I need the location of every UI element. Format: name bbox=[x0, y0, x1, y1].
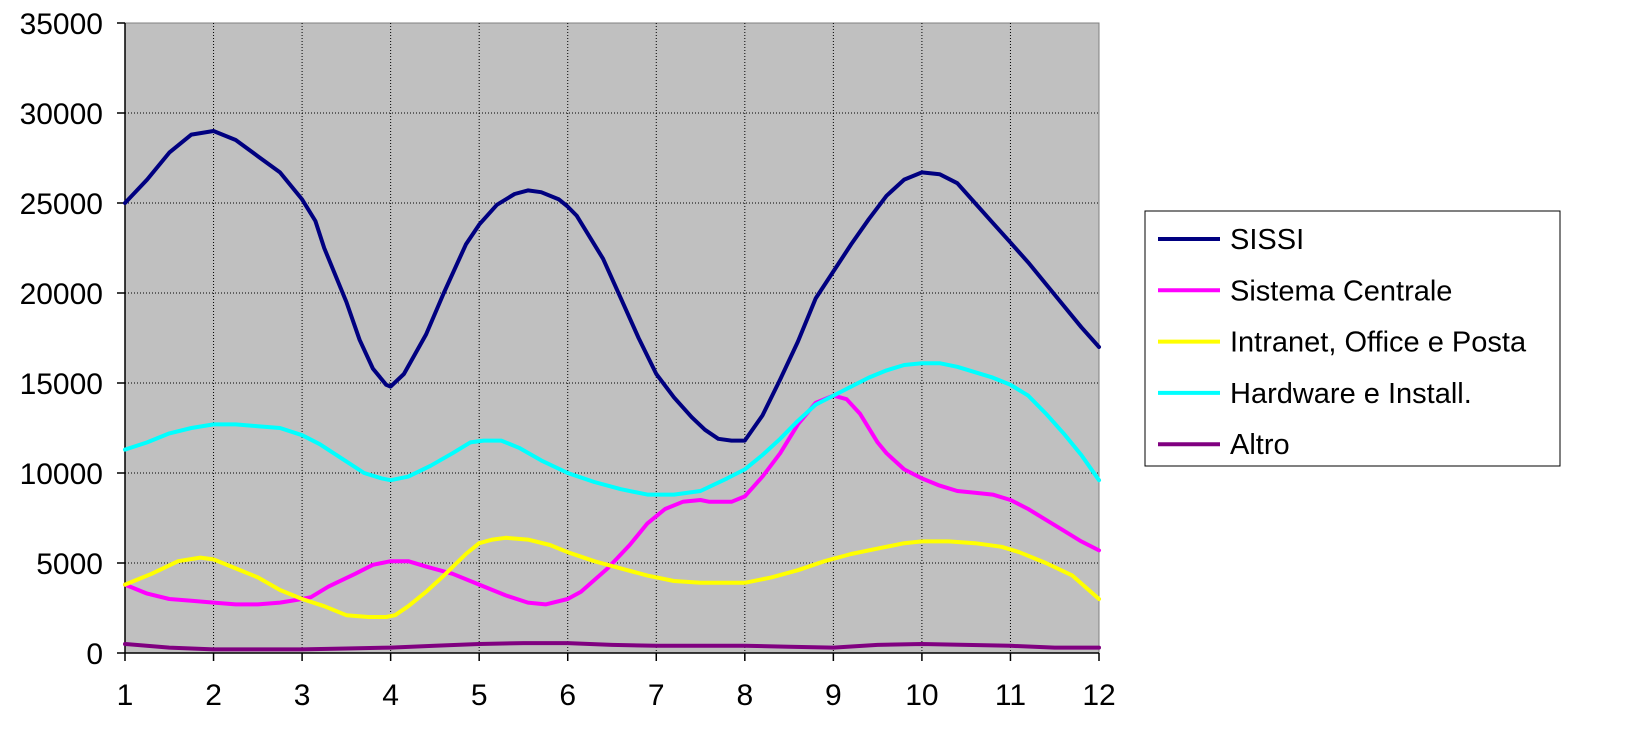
y-tick-label: 0 bbox=[86, 638, 103, 671]
x-tick-label: 2 bbox=[205, 679, 222, 712]
legend-label-intranet-office-e-posta: Intranet, Office e Posta bbox=[1230, 327, 1527, 359]
x-tick-label: 4 bbox=[382, 679, 399, 712]
x-tick-label: 5 bbox=[471, 679, 488, 712]
x-axis-ticks: 1 2 3 4 5 6 7 8 9 10 11 12 bbox=[117, 679, 1116, 712]
x-tick-label: 6 bbox=[559, 679, 576, 712]
x-tick-label: 3 bbox=[294, 679, 311, 712]
x-tick-label: 11 bbox=[995, 679, 1026, 712]
y-axis-ticks: 0 5000 10000 15000 20000 25000 30000 35000 bbox=[20, 8, 103, 671]
series-line-hardware-e-install bbox=[123, 361, 1101, 497]
x-tick-label: 12 bbox=[1082, 679, 1115, 712]
legend-label-hardware-e-install: Hardware e Install. bbox=[1230, 378, 1472, 410]
plot-area bbox=[124, 22, 1100, 654]
series-line-altro bbox=[123, 641, 1101, 652]
y-tick-label: 15000 bbox=[20, 368, 103, 401]
legend-items: SISSI Sistema Centrale Intranet, Office e … bbox=[1158, 224, 1527, 461]
series-line-intranet-office-e-posta bbox=[123, 535, 1101, 619]
legend-label-sissi: SISSI bbox=[1230, 224, 1304, 256]
y-tick-label: 10000 bbox=[20, 458, 103, 491]
legend-label-sistema-centrale: Sistema Centrale bbox=[1230, 275, 1452, 307]
y-tick-label: 35000 bbox=[20, 8, 103, 41]
y-tick-label: 30000 bbox=[20, 98, 103, 131]
legend: SISSI Sistema Centrale Intranet, Office e … bbox=[1144, 210, 1561, 467]
x-tick-label: 8 bbox=[736, 679, 753, 712]
x-tick-label: 10 bbox=[905, 679, 938, 712]
y-tick-label: 25000 bbox=[20, 188, 103, 221]
y-tick-label: 20000 bbox=[20, 278, 103, 311]
x-tick-label: 7 bbox=[648, 679, 665, 712]
axes bbox=[117, 22, 1100, 661]
series-line-sistema-centrale bbox=[123, 393, 1101, 607]
x-tick-label: 1 bbox=[117, 679, 134, 712]
legend-box bbox=[1144, 210, 1561, 467]
legend-label-altro: Altro bbox=[1230, 429, 1290, 461]
x-tick-label: 9 bbox=[825, 679, 842, 712]
series-line-sissi bbox=[123, 129, 1101, 443]
y-tick-label: 5000 bbox=[36, 548, 103, 581]
series-lines bbox=[123, 129, 1101, 652]
